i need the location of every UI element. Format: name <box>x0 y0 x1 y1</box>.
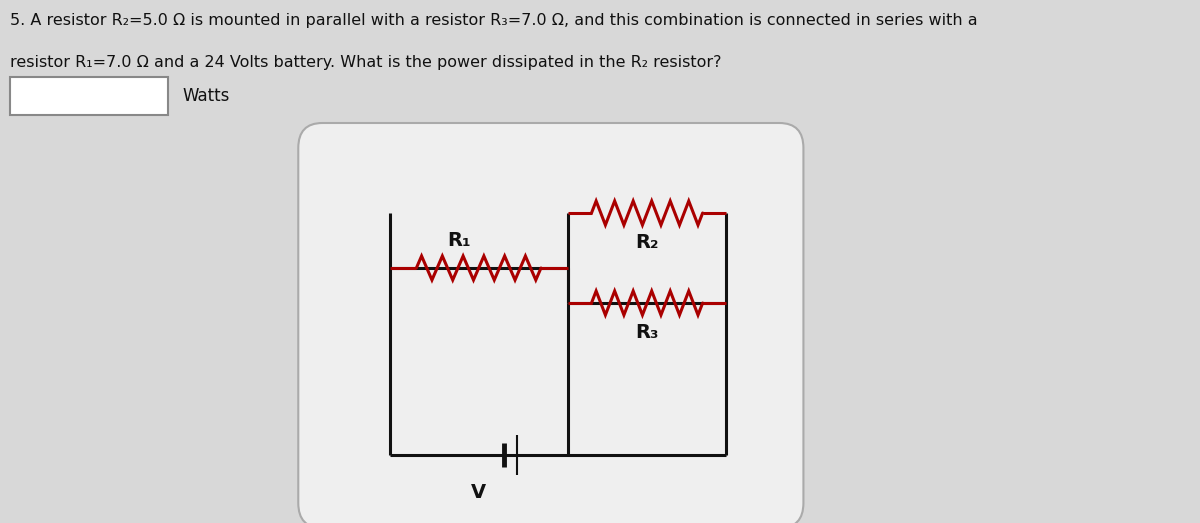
Text: V: V <box>472 483 486 502</box>
Text: 5. A resistor R₂=5.0 Ω is mounted in parallel with a resistor R₃=7.0 Ω, and this: 5. A resistor R₂=5.0 Ω is mounted in par… <box>10 13 977 28</box>
Text: R₁: R₁ <box>448 231 472 250</box>
Text: R₃: R₃ <box>635 323 659 342</box>
FancyBboxPatch shape <box>299 123 804 523</box>
Text: resistor R₁=7.0 Ω and a 24 Volts battery. What is the power dissipated in the R₂: resistor R₁=7.0 Ω and a 24 Volts battery… <box>10 55 721 70</box>
FancyBboxPatch shape <box>10 77 168 115</box>
Text: Watts: Watts <box>182 87 230 105</box>
Text: R₂: R₂ <box>635 233 659 252</box>
